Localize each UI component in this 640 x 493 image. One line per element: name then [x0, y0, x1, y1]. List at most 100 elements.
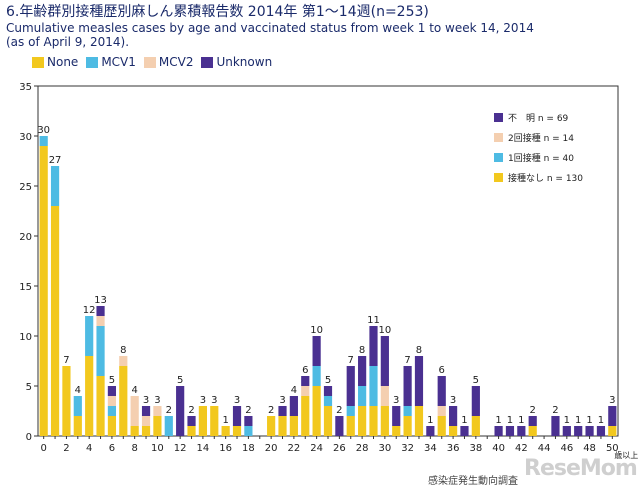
bar-segment	[50, 166, 60, 206]
bar-segment	[267, 416, 276, 436]
bar-segment	[437, 376, 446, 406]
legend-label: 2回接種 n = 14	[508, 132, 574, 144]
bar-total-label: 4	[75, 385, 81, 396]
bar-total-label: 3	[450, 395, 456, 406]
bar-total-label: 1	[427, 415, 433, 426]
bar-segment	[403, 406, 412, 416]
bar-segment	[471, 386, 480, 416]
bar-segment	[426, 426, 435, 436]
bar-total-label: 10	[378, 325, 391, 336]
bar-segment	[574, 426, 583, 436]
bar-segment	[369, 366, 378, 406]
bar-total-label: 2	[166, 405, 172, 416]
bar-total-label: 1	[495, 415, 501, 426]
bar-total-label: 3	[211, 395, 217, 406]
bar-total-label: 4	[131, 385, 137, 396]
x-tick-label: 16	[219, 443, 232, 454]
bar-segment	[141, 426, 151, 436]
bar-segment	[323, 386, 333, 396]
bar-segment	[289, 396, 298, 416]
bar-segment	[221, 426, 230, 436]
bar-segment	[96, 316, 105, 326]
bar-total-label: 2	[268, 405, 274, 416]
x-tick-label: 34	[424, 443, 437, 454]
bar-total-label: 3	[143, 395, 149, 406]
legend-label: MCV2	[158, 55, 194, 69]
x-tick-label: 36	[447, 443, 460, 454]
bar-segment	[39, 146, 48, 436]
bar-segment	[392, 426, 401, 436]
bar-segment	[210, 406, 219, 436]
bar-segment	[437, 406, 446, 416]
bar-segment	[50, 206, 60, 436]
bar-segment	[312, 386, 321, 436]
bar-segment	[96, 306, 105, 316]
bar-total-label: 1	[575, 415, 581, 426]
x-tick-label: 2	[63, 443, 69, 454]
bar-segment	[278, 416, 287, 436]
bar-segment	[62, 366, 71, 436]
x-tick-label: 10	[151, 443, 164, 454]
bar-total-label: 1	[461, 415, 467, 426]
bar-segment	[392, 406, 401, 426]
bar-segment	[608, 406, 617, 426]
bar-segment	[323, 396, 333, 406]
bar-segment	[187, 426, 196, 436]
bar-total-label: 3	[279, 395, 285, 406]
legend-swatch	[32, 56, 44, 68]
bar-segment	[153, 416, 162, 436]
x-tick-label: 12	[174, 443, 187, 454]
bar-segment	[596, 426, 606, 436]
bar-segment	[301, 386, 310, 396]
bar-segment	[289, 416, 298, 436]
bar-segment	[608, 426, 617, 436]
bar-total-label: 2	[245, 405, 251, 416]
bar-total-label: 3	[200, 395, 206, 406]
bar-segment	[232, 406, 242, 426]
chart-title: 6.年齢群別接種歴別麻しん累積報告数 2014年 第1～14週(n=253)	[6, 4, 429, 20]
bar-segment	[528, 416, 537, 426]
legend-label: MCV1	[101, 55, 136, 69]
bar-segment	[130, 426, 139, 436]
legend-label: 1回接種 n = 40	[508, 152, 574, 164]
x-tick-label: 22	[288, 443, 301, 454]
top-legend-item-mcv2: MCV2	[143, 55, 194, 69]
bar-segment	[460, 426, 469, 436]
legend-label: None	[47, 55, 79, 69]
x-tick-label: 28	[356, 443, 369, 454]
top-legend-item-unknown: Unknown	[201, 55, 272, 69]
bar-segment	[301, 376, 310, 386]
bar-segment	[414, 356, 424, 406]
bar-segment	[119, 356, 128, 366]
bar-total-label: 1	[222, 415, 228, 426]
y-tick-label: 20	[19, 232, 32, 243]
bar-total-label: 2	[336, 405, 342, 416]
bar-total-label: 2	[188, 405, 194, 416]
bar-segment	[358, 356, 367, 386]
bar-segment	[346, 406, 355, 416]
legend-swatch	[201, 56, 214, 68]
bar-segment	[301, 396, 310, 436]
bar-segment	[85, 316, 94, 356]
bar-total-label: 3	[154, 395, 160, 406]
bar-segment	[494, 426, 503, 436]
bar-total-label: 7	[404, 355, 410, 366]
bar-total-label: 5	[177, 375, 183, 386]
bar-segment	[130, 396, 139, 426]
bar-segment	[380, 406, 389, 436]
y-tick-label: 15	[19, 282, 32, 293]
x-tick-label: 38	[469, 443, 482, 454]
top-legend: None MCV1 MCV2 Unknown	[32, 55, 272, 69]
bar-total-label: 7	[63, 355, 69, 366]
bar-segment	[335, 416, 344, 436]
bar-segment	[107, 406, 117, 416]
bar-segment	[471, 416, 480, 436]
x-tick-label: 8	[131, 443, 137, 454]
bar-segment	[380, 336, 389, 386]
x-tick-label: 30	[378, 443, 391, 454]
x-tick-label: 40	[492, 443, 505, 454]
y-tick-label: 10	[19, 332, 32, 343]
bar-total-label: 27	[49, 155, 62, 166]
bar-segment	[312, 336, 321, 366]
bar-segment	[96, 376, 105, 436]
